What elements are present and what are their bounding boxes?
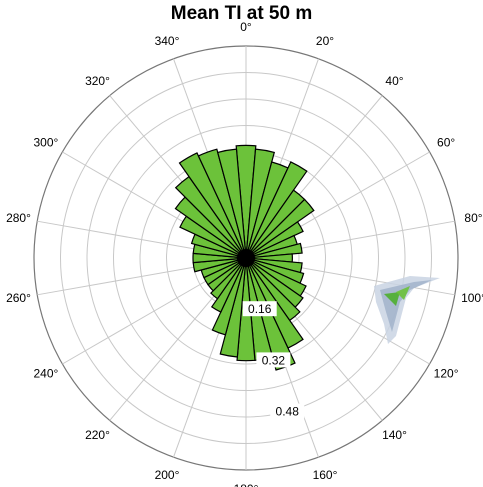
sector-bar-340: [197, 148, 247, 259]
sector-bar-50: [245, 198, 315, 259]
center-hub: [237, 249, 255, 267]
direction-label-280: 280°: [6, 211, 31, 225]
ring-label-0.48: 0.48: [276, 405, 300, 419]
direction-label-120: 120°: [434, 367, 459, 381]
sector-bar-220: [210, 257, 247, 300]
direction-label-320: 320°: [85, 74, 110, 88]
sector-bar-210: [210, 257, 247, 313]
direction-label-160: 160°: [313, 468, 338, 482]
direction-label-140: 140°: [382, 428, 407, 442]
sector-bar-30: [245, 161, 308, 259]
sector-bar-80: [245, 242, 303, 259]
watermark-logo: [374, 276, 440, 344]
ring-labels: 0.16 0.32 0.48: [242, 301, 305, 419]
ring-label-0.32: 0.32: [262, 353, 286, 367]
direction-label-260: 260°: [6, 291, 31, 305]
direction-label-20: 20°: [316, 34, 334, 48]
direction-label-40: 40°: [385, 74, 403, 88]
direction-labels: 0° 20° 40° 60° 80° 100° 120° 140° 160° 180° 200° 22…: [6, 20, 483, 487]
direction-label-180: 180°: [234, 482, 259, 487]
direction-label-220: 220°: [85, 428, 110, 442]
direction-label-80: 80°: [464, 211, 482, 225]
sector-bar-330: [178, 152, 247, 259]
direction-label-200: 200°: [155, 468, 180, 482]
ring-label-bg: [242, 301, 277, 317]
chart-title: Mean TI at 50 m: [170, 3, 313, 24]
ring-label-0.16: 0.16: [248, 302, 272, 316]
direction-label-100: 100°: [461, 291, 483, 305]
direction-label-340: 340°: [155, 34, 180, 48]
sector-bar-0: [235, 144, 257, 259]
sector-bar-60: [245, 221, 304, 259]
ring-label-bg: [270, 403, 305, 419]
center-dot: [237, 249, 255, 267]
ring-label-bg: [256, 352, 291, 368]
direction-label-300: 300°: [33, 136, 58, 150]
sector-bars: [174, 144, 315, 371]
direction-label-240: 240°: [33, 367, 58, 381]
sector-bar-350: [216, 148, 247, 259]
direction-label-60: 60°: [437, 136, 455, 150]
direction-label-0: 0°: [240, 20, 252, 34]
